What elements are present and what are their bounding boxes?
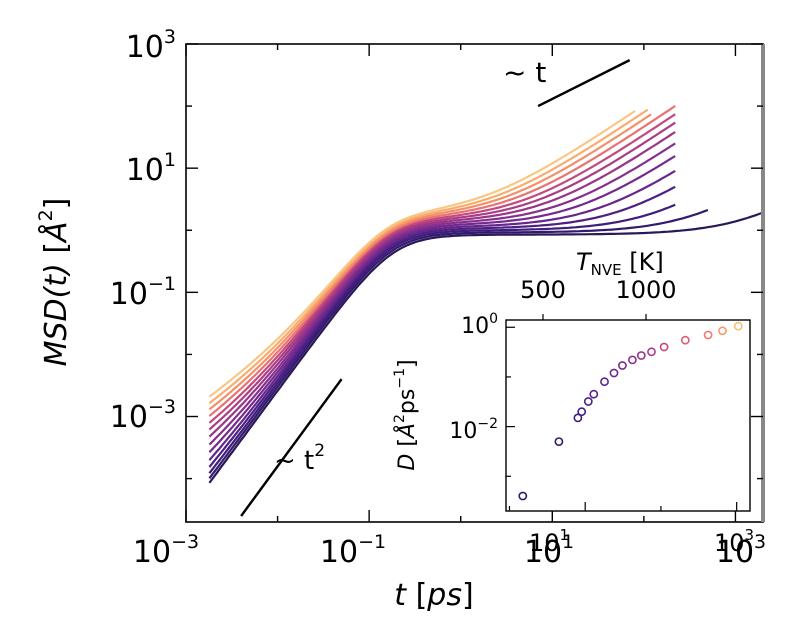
inset-y-tick-labels: 100 10−2 [449, 311, 498, 444]
inset-point-9 [618, 361, 627, 370]
inset-point-10 [628, 355, 637, 365]
msd-curve-2 [208, 208, 709, 479]
main-ticks [185, 43, 763, 522]
inset-point-13 [659, 342, 669, 352]
msd-curve-14 [208, 110, 636, 398]
msd-curves [208, 104, 763, 484]
inset-top-axis-title: TNVE [K] [576, 248, 664, 279]
inset-frame [505, 319, 751, 512]
msd-curve-3 [208, 203, 676, 474]
inset-point-16 [718, 326, 727, 336]
inset-background [506, 320, 750, 511]
inset-point-6 [589, 389, 599, 399]
inset-y-tick-label-2: 10−2 [449, 416, 498, 444]
inset-top-tick-label-1: 500 [520, 276, 566, 304]
scaling-guides [240, 59, 631, 517]
inset-point-1 [518, 491, 528, 501]
inset-point-12 [647, 347, 656, 357]
inset-top-tick-label-2: 1000 [615, 276, 676, 304]
inset-point-15 [703, 330, 713, 340]
inset-point-2 [554, 437, 564, 446]
msd-curve-7 [208, 142, 676, 446]
inset-point-3 [573, 413, 583, 423]
msd-curve-11 [208, 104, 676, 417]
msd-curve-8 [208, 131, 676, 438]
inset-point-5 [583, 397, 593, 406]
msd-curve-4 [208, 185, 676, 468]
ballistic-guide-line [240, 378, 343, 517]
inset-point-8 [609, 368, 619, 378]
ballistic-guide-label: ~ t2 [274, 441, 325, 476]
diffusive-guide-line [537, 59, 631, 108]
x-tick-label-2: 10−1 [320, 531, 386, 570]
inset-point-17 [733, 321, 743, 331]
inset-x-tick-label-2: 103 [714, 526, 754, 557]
inset-point-7 [600, 377, 609, 387]
y-tick-label-2: 10−1 [110, 273, 176, 312]
inset-y-axis-title: D [Å2ps−1] [392, 359, 420, 470]
y-tick-labels: 10−3 10−1 101 103 [110, 26, 176, 435]
y-tick-label-3: 101 [126, 149, 176, 188]
msd-curve-12 [208, 113, 652, 411]
msd-curve-1 [208, 211, 763, 484]
inset-x-tick-label-1: 101 [529, 526, 569, 557]
inset-point-4 [577, 407, 587, 417]
y-tick-label-1: 10−3 [110, 396, 176, 435]
x-tick-labels: 10−3 10−1 101 103 [133, 531, 766, 570]
x-tick-label-3: 101 [524, 531, 574, 570]
inset-x-tick-labels: 101 103 [529, 526, 754, 557]
msd-curve-9 [208, 121, 676, 431]
diffusion-inset: 101 103 100 10−2 D [Å2ps−1] 500 1000 TNV… [392, 248, 754, 557]
msd-curve-13 [208, 108, 649, 405]
y-axis-title: MSD(t) [Å2] [35, 198, 74, 367]
msd-curve-6 [208, 155, 676, 454]
inset-ticks [506, 314, 738, 511]
inset-point-11 [636, 351, 646, 360]
msd-curve-10 [208, 113, 676, 424]
diffusive-guide-label: ~ t [503, 56, 546, 89]
x-tick-label-1: 10−3 [133, 531, 199, 570]
inset-point-14 [680, 335, 690, 345]
msd-curve-5 [208, 169, 676, 461]
x-tick-label-4: 103 [716, 531, 766, 570]
inset-points [518, 321, 743, 501]
y-tick-label-4: 103 [126, 26, 176, 65]
inset-top-axis: 500 1000 TNVE [K] [520, 248, 676, 304]
inset-y-tick-label-1: 100 [461, 311, 498, 339]
x-axis-title: t [ps] [394, 578, 473, 613]
